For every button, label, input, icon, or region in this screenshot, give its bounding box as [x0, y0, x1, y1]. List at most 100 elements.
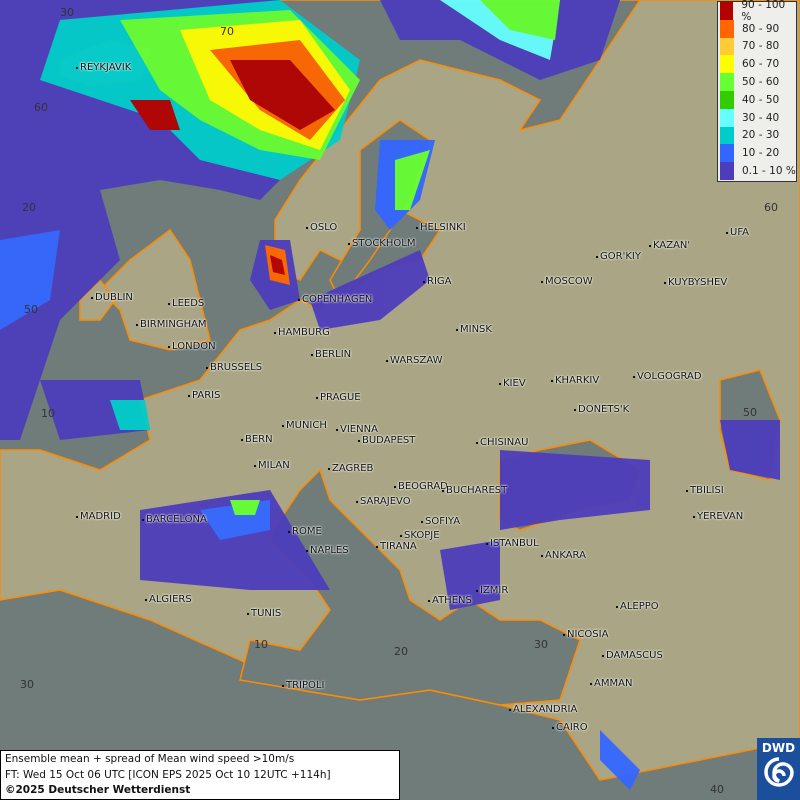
- legend-swatch: [720, 162, 734, 180]
- legend-label: 0.1 - 10 %: [742, 165, 796, 178]
- city-label: MOSCOW: [541, 276, 593, 287]
- legend-label: 10 - 20: [742, 147, 780, 160]
- grid-label: 70: [220, 25, 234, 38]
- city-label: MADRID: [76, 511, 121, 522]
- legend: 90 - 100 % 80 - 90 70 - 80 60 - 70 50 - 60 40…: [717, 0, 797, 182]
- city-label: ATHENS: [428, 595, 472, 606]
- grid-label: 30: [20, 678, 34, 691]
- grid-label: 40: [710, 783, 724, 796]
- city-label: ALEPPO: [616, 601, 659, 612]
- city-label: PRAGUE: [316, 392, 361, 403]
- city-label: MINSK: [456, 324, 492, 335]
- city-label: TIRANA: [376, 541, 417, 552]
- legend-item: 20 - 30: [718, 126, 796, 145]
- legend-swatch: [720, 55, 734, 74]
- legend-swatch: [720, 2, 734, 20]
- city-label: COPENHAGEN: [297, 294, 373, 305]
- city-label: KUYBYSHEV: [663, 277, 728, 288]
- city-label: YEREVAN: [692, 511, 744, 522]
- legend-label: 60 - 70: [742, 58, 780, 71]
- legend-swatch: [720, 108, 734, 127]
- city-label: BERN: [241, 434, 273, 445]
- legend-item: 0.1 - 10 %: [718, 162, 796, 180]
- city-label: ROME: [288, 526, 322, 537]
- city-label: DUBLIN: [91, 292, 133, 303]
- city-label: TUNIS: [246, 608, 282, 619]
- legend-label: 50 - 60: [742, 76, 780, 89]
- legend-item: 10 - 20: [718, 144, 796, 163]
- grid-label: 20: [394, 645, 408, 658]
- city-label: TBILISI: [686, 485, 724, 496]
- city-label: BEOGRAD: [394, 481, 448, 492]
- copyright: ©2025 Deutscher Wetterdienst: [5, 784, 191, 796]
- city-label: ALGIERS: [145, 594, 192, 605]
- city-label: RIGA: [423, 276, 452, 287]
- legend-item: 60 - 70: [718, 55, 796, 74]
- city-label: VIENNA: [336, 424, 378, 435]
- city-label: LEEDS: [167, 298, 205, 309]
- city-label: ANKARA: [541, 550, 586, 561]
- city-label: NAPLES: [306, 545, 349, 556]
- legend-swatch: [720, 37, 734, 56]
- city-label: BUCHAREST: [441, 485, 508, 496]
- legend-swatch: [720, 19, 734, 38]
- grid-label: 50: [24, 303, 38, 316]
- grid-label: 30: [534, 638, 548, 651]
- city-label: HELSINKI: [416, 222, 466, 233]
- grid-label: 30: [60, 6, 74, 19]
- city-label: SKOPJE: [400, 530, 440, 541]
- grid-label: 10: [41, 407, 55, 420]
- legend-swatch: [720, 73, 734, 91]
- legend-label: 20 - 30: [742, 129, 780, 142]
- city-label: PARIS: [187, 390, 221, 401]
- city-label: NICOSIA: [562, 629, 609, 640]
- swirl-icon: [763, 757, 794, 787]
- city-label: OSLO: [305, 222, 338, 233]
- city-label: HAMBURG: [274, 327, 330, 338]
- grid-label: 20: [22, 201, 36, 214]
- legend-item: 50 - 60: [718, 73, 796, 91]
- city-label: IZMIR: [475, 585, 509, 596]
- city-label: TRIPOLI: [281, 680, 325, 691]
- legend-label: 40 - 50: [742, 93, 780, 106]
- city-label: BIRMINGHAM: [136, 319, 207, 330]
- city-label: ZAGREB: [327, 463, 374, 474]
- legend-item: 70 - 80: [718, 37, 796, 56]
- city-label: AMMAN: [589, 678, 633, 689]
- city-label: ALEXANDRIA: [508, 704, 578, 715]
- city-label: SARAJEVO: [356, 496, 411, 507]
- info-box: Ensemble mean + spread of Mean wind spee…: [0, 750, 400, 800]
- city-label: DONETS'K: [573, 404, 630, 415]
- grid-label: 10: [254, 638, 268, 651]
- city-label: VOLGOGRAD: [633, 371, 702, 382]
- legend-item: 80 - 90: [718, 19, 796, 38]
- grid-label: 50: [743, 406, 757, 419]
- city-label: BARCELONA: [142, 514, 207, 525]
- legend-item: 90 - 100 %: [718, 0, 796, 23]
- city-label: BRUSSELS: [205, 362, 263, 373]
- legend-item: 30 - 40: [718, 108, 796, 127]
- grid-label: 60: [34, 101, 48, 114]
- city-label: STOCKHOLM: [347, 238, 416, 249]
- city-label: GOR'KIY: [596, 251, 641, 262]
- forecast-time: FT: Wed 15 Oct 06 UTC [ICON EPS 2025 Oct…: [5, 768, 331, 781]
- legend-item: 40 - 50: [718, 90, 796, 109]
- city-label: KHARKIV: [550, 375, 600, 386]
- legend-label: 90 - 100 %: [741, 0, 786, 23]
- city-label: WARSZAW: [386, 355, 443, 366]
- legend-label: 70 - 80: [742, 40, 780, 53]
- city-label: LONDON: [168, 341, 216, 352]
- city-label: KAZAN': [648, 240, 691, 251]
- city-label: MUNICH: [282, 420, 327, 431]
- city-label: UFA: [726, 227, 749, 238]
- city-label: CHISINAU: [475, 437, 529, 448]
- city-label: SOFIYA: [420, 516, 461, 527]
- wind-probability-field: [0, 0, 780, 790]
- city-label: REYKJAVIK: [75, 62, 132, 73]
- product-title: Ensemble mean + spread of Mean wind spee…: [5, 753, 295, 765]
- city-label: CAIRO: [552, 722, 588, 733]
- city-label: MILAN: [254, 460, 290, 471]
- dwd-logo: DWD: [757, 738, 800, 800]
- grid-label: 60: [764, 201, 778, 214]
